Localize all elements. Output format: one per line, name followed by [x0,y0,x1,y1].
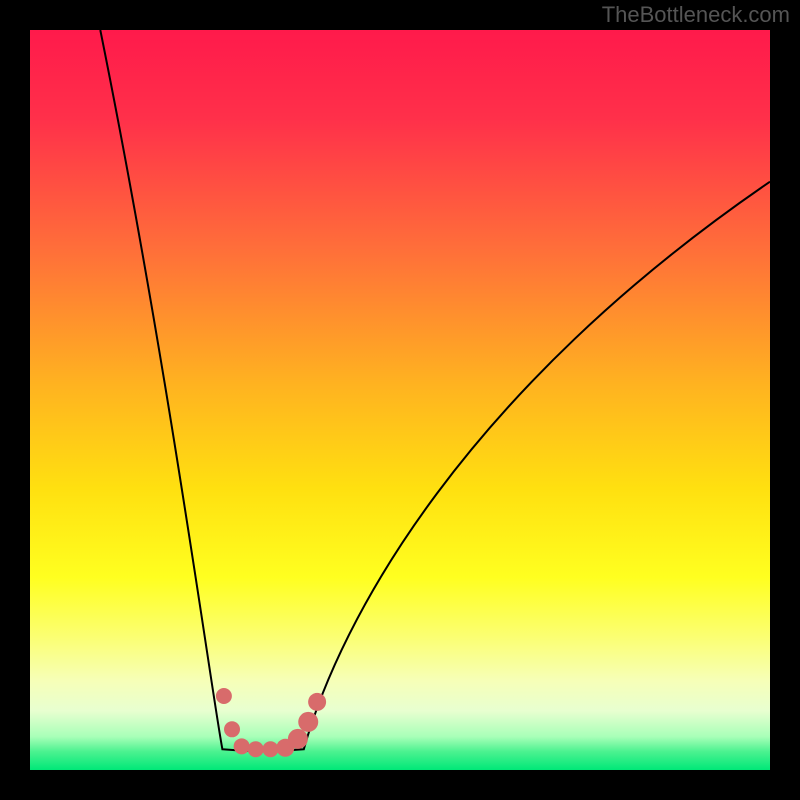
valley-dot [308,693,326,711]
valley-dot [298,712,318,732]
valley-dot [288,729,308,749]
valley-dot [216,688,232,704]
valley-dot [234,738,250,754]
chart-stage: TheBottleneck.com [0,0,800,800]
valley-dot [224,721,240,737]
watermark-text: TheBottleneck.com [602,2,790,28]
valley-dot [263,741,279,757]
bottleneck-curve-chart [0,0,800,800]
gradient-background [30,30,770,770]
valley-dot [248,741,264,757]
